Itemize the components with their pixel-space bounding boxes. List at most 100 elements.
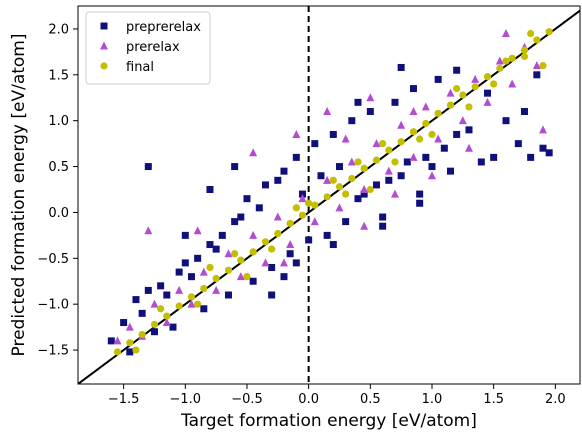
final-point: [372, 156, 381, 164]
final-point: [243, 273, 251, 281]
final-point: [323, 193, 331, 201]
final-point: [292, 204, 300, 212]
prerelax-point: [298, 194, 307, 203]
final-point: [391, 158, 399, 166]
prerelax-point: [335, 203, 344, 212]
final-point: [311, 201, 319, 209]
x-tick-label: −1.0: [170, 392, 202, 407]
preprerelax-point: [175, 268, 183, 276]
prerelax-point: [483, 97, 492, 106]
final-point: [268, 245, 276, 253]
final-point: [360, 164, 368, 172]
prerelax-point: [224, 249, 233, 258]
x-tick-label: 1.0: [422, 392, 443, 407]
preprerelax-point: [231, 218, 239, 226]
prerelax-point: [434, 134, 443, 143]
preprerelax-point: [292, 153, 300, 161]
final-point: [157, 305, 165, 313]
series-prerelax: [113, 29, 547, 345]
preprerelax-point: [286, 250, 294, 258]
preprerelax-point: [360, 190, 368, 198]
final-point: [416, 135, 424, 143]
legend-label: final: [126, 60, 154, 75]
final-point: [465, 103, 473, 111]
final-point: [397, 138, 405, 146]
x-tick-label: 2.0: [545, 392, 566, 407]
preprerelax-point: [120, 319, 128, 327]
prerelax-point: [471, 74, 480, 83]
preprerelax-point: [206, 185, 214, 193]
preprerelax-point: [416, 199, 424, 207]
final-point: [132, 346, 140, 354]
series-preprerelax: [107, 63, 553, 356]
series-final: [113, 28, 553, 356]
prerelax-point: [273, 212, 282, 221]
final-point: [471, 83, 479, 91]
final-point: [354, 158, 362, 166]
prerelax-point: [249, 148, 258, 157]
y-tick-label: −1.0: [37, 298, 69, 313]
preprerelax-point: [453, 66, 461, 74]
final-point: [286, 219, 294, 228]
preprerelax-point: [397, 63, 405, 71]
legend: preprerelax prerelax final: [85, 11, 211, 85]
preprerelax-point: [206, 241, 214, 249]
final-point: [342, 190, 350, 198]
preprerelax-point: [379, 222, 387, 230]
final-point: [335, 183, 344, 191]
final-point: [366, 185, 374, 194]
final-point: [379, 140, 387, 148]
final-point: [212, 274, 220, 283]
preprerelax-point: [255, 204, 263, 212]
preprerelax-point: [323, 231, 331, 239]
y-tick-label: 0.0: [48, 206, 69, 221]
preprerelax-point: [144, 286, 152, 294]
prerelax-point: [409, 107, 418, 116]
prerelax-point: [360, 221, 369, 230]
preprerelax-point: [434, 75, 442, 83]
preprerelax-point: [181, 259, 189, 267]
preprerelax-point: [354, 98, 362, 106]
final-point: [508, 54, 516, 62]
final-point: [305, 199, 313, 207]
prerelax-point: [366, 93, 375, 102]
preprerelax-point: [403, 158, 411, 166]
preprerelax-point: [150, 328, 158, 336]
preprerelax-point: [268, 263, 276, 271]
prerelax-point: [212, 285, 221, 294]
legend-label: preprerelax: [126, 20, 201, 35]
y-axis-label: Predicted formation energy [eV/atom]: [9, 34, 29, 357]
prerelax-point: [495, 56, 504, 65]
final-point: [329, 176, 337, 184]
legend-marker-final: [100, 62, 108, 70]
final-point: [520, 52, 529, 61]
preprerelax-point: [317, 172, 325, 180]
preprerelax-point: [224, 291, 232, 299]
y-tick-label: 2.0: [48, 22, 69, 37]
plot-frame: [77, 5, 581, 385]
prerelax-point: [501, 29, 510, 38]
preprerelax-point: [342, 218, 350, 226]
legend-marker-prerelax: [100, 41, 108, 50]
prerelax-point: [532, 61, 541, 70]
preprerelax-point: [483, 89, 491, 97]
final-point: [483, 73, 492, 81]
final-point: [249, 248, 257, 256]
prerelax-point: [193, 226, 202, 235]
prerelax-point: [323, 175, 332, 184]
prerelax-point: [384, 166, 393, 175]
preprerelax-point: [311, 140, 319, 148]
y-tick-label: −0.5: [37, 252, 69, 267]
preprerelax-point: [391, 98, 399, 106]
final-point: [453, 84, 461, 93]
preprerelax-point: [348, 117, 356, 125]
preprerelax-point: [539, 144, 547, 152]
final-point: [539, 62, 547, 70]
final-point: [446, 101, 455, 109]
legend-label: prerelax: [126, 40, 180, 55]
final-point: [187, 293, 196, 301]
preprerelax-point: [107, 337, 115, 345]
prerelax-point: [150, 299, 159, 308]
